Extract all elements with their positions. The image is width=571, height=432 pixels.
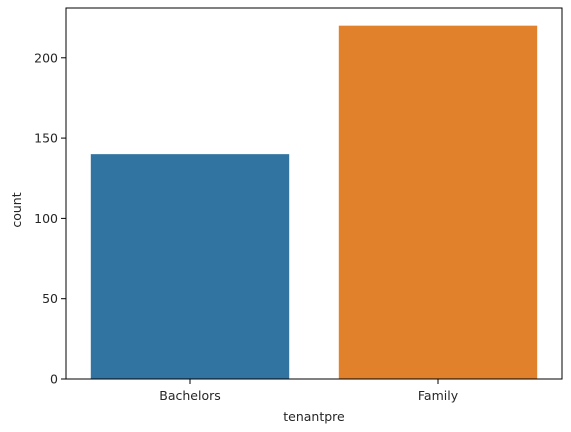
axes-spines	[65, 7, 563, 380]
x-tick-label: Family	[418, 388, 459, 403]
y-axis-label: count	[9, 192, 24, 227]
y-tick-label: 150	[34, 131, 58, 146]
y-axis-ticks: 0 50 100 150 200	[34, 50, 66, 387]
y-tick-label: 50	[42, 291, 58, 306]
y-tick-label: 0	[50, 372, 58, 387]
x-tick-label: Bachelors	[159, 388, 221, 403]
bar-family	[338, 25, 538, 380]
axes-frame	[65, 7, 563, 380]
x-axis-label: tenantpre	[283, 409, 345, 424]
x-axis-ticks: Bachelors Family	[159, 379, 459, 403]
bar-bachelors	[90, 154, 290, 379]
y-tick-label: 200	[34, 50, 58, 65]
y-tick-label: 100	[34, 211, 58, 226]
bars	[90, 25, 538, 380]
